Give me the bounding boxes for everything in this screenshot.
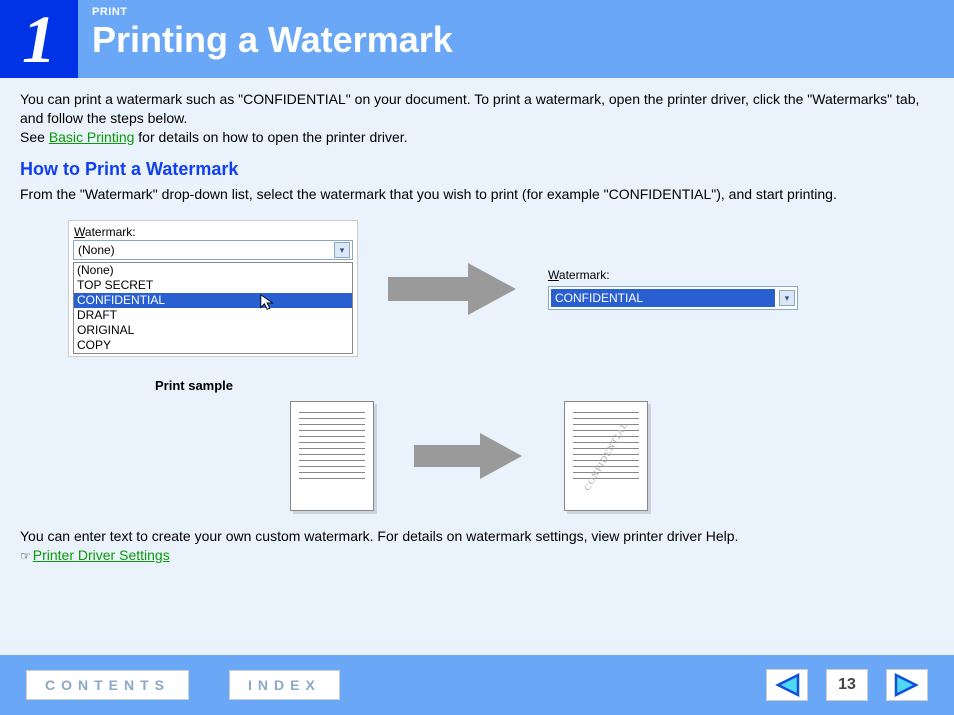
page-number: 13 xyxy=(826,669,868,701)
chevron-down-icon[interactable]: ▾ xyxy=(779,290,795,306)
content-area: You can print a watermark such as "CONFI… xyxy=(0,78,954,565)
doc-before xyxy=(290,401,374,511)
prev-page-button[interactable] xyxy=(766,669,808,701)
result-value: CONFIDENTIAL xyxy=(551,289,775,307)
cursor-icon xyxy=(259,293,277,311)
page-header: 1 PRINT Printing a Watermark xyxy=(0,0,954,78)
hand-icon: ☞ xyxy=(20,549,31,563)
howto-desc: From the "Watermark" drop-down list, sel… xyxy=(20,185,934,204)
dropdown-label-rest: atermark: xyxy=(85,225,136,239)
footer-nav: 13 xyxy=(766,669,928,701)
arrow-right-icon xyxy=(388,261,518,317)
chevron-down-icon[interactable]: ▾ xyxy=(334,242,350,258)
result-label-rest: atermark: xyxy=(559,268,610,282)
bottom-paragraph: You can enter text to create your own cu… xyxy=(20,527,934,565)
header-titles: PRINT Printing a Watermark xyxy=(78,0,453,78)
page-title: Printing a Watermark xyxy=(92,20,453,60)
intro-p1: You can print a watermark such as "CONFI… xyxy=(20,91,919,126)
doc-after: CONFIDENTIAL xyxy=(564,401,648,511)
dropdown-item[interactable]: ORIGINAL xyxy=(74,323,352,338)
dropdown-item[interactable]: DRAFT xyxy=(74,308,352,323)
dropdown-label-key: W xyxy=(74,225,85,239)
print-sample-label: Print sample xyxy=(155,377,934,395)
footer-bar: CONTENTS INDEX 13 xyxy=(0,655,954,715)
contents-button[interactable]: CONTENTS xyxy=(26,670,189,700)
dropdown-select[interactable]: (None) ▾ xyxy=(73,240,353,260)
dropdown-selected-value: (None) xyxy=(78,242,115,258)
result-label: Watermark: xyxy=(548,267,798,283)
watermark-dropdown-result: Watermark: CONFIDENTIAL ▾ xyxy=(548,267,798,309)
dropdown-item[interactable]: TOP SECRET xyxy=(74,278,352,293)
intro-p2-suffix: for details on how to open the printer d… xyxy=(134,129,407,145)
howto-title: How to Print a Watermark xyxy=(20,157,934,181)
next-page-button[interactable] xyxy=(886,669,928,701)
sample-row: CONFIDENTIAL xyxy=(290,401,934,511)
arrow-right-icon xyxy=(414,431,524,481)
dropdown-list[interactable]: (None)TOP SECRETCONFIDENTIALDRAFTORIGINA… xyxy=(73,262,353,354)
dropdown-item[interactable]: COPY xyxy=(74,338,352,353)
dropdown-item[interactable]: CONFIDENTIAL xyxy=(74,293,352,308)
index-button[interactable]: INDEX xyxy=(229,670,340,700)
result-select[interactable]: CONFIDENTIAL ▾ xyxy=(548,286,798,310)
bottom-text: You can enter text to create your own cu… xyxy=(20,528,738,544)
result-label-key: W xyxy=(548,268,559,282)
watermark-dropdown-open: Watermark: (None) ▾ (None)TOP SECRETCONF… xyxy=(68,220,358,357)
dropdown-item[interactable]: (None) xyxy=(74,263,352,278)
dropdown-label: Watermark: xyxy=(69,221,357,240)
intro-p2-prefix: See xyxy=(20,129,49,145)
intro-paragraph: You can print a watermark such as "CONFI… xyxy=(20,90,934,147)
section-label: PRINT xyxy=(92,6,453,18)
dropdown-illustration: Watermark: (None) ▾ (None)TOP SECRETCONF… xyxy=(68,220,934,357)
chapter-number: 1 xyxy=(0,0,78,78)
printer-driver-settings-link[interactable]: Printer Driver Settings xyxy=(33,547,170,563)
basic-printing-link[interactable]: Basic Printing xyxy=(49,129,135,145)
